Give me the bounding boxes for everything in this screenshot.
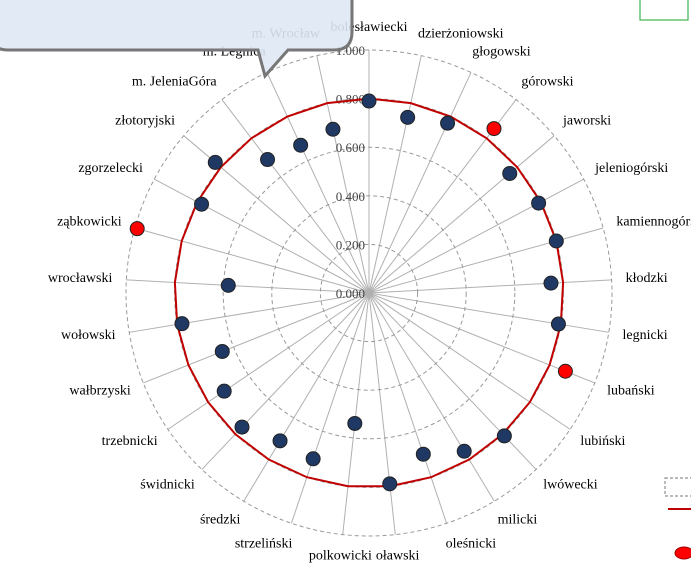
data-point: [325, 121, 341, 137]
data-point: [543, 275, 559, 291]
data-point: [207, 154, 223, 170]
category-label: wałbrzyski: [69, 383, 131, 398]
data-point: [496, 428, 512, 444]
grid-ring: [271, 195, 467, 391]
spoke: [316, 55, 370, 294]
spoke: [368, 55, 422, 294]
spoke: [154, 178, 370, 294]
spoke: [201, 292, 370, 470]
category-label: świdnicki: [140, 478, 195, 493]
category-label: m. JeleniaGóra: [132, 74, 218, 89]
y-tick-label: 0.400: [336, 189, 365, 204]
data-point: [456, 443, 472, 459]
grid-ring: [222, 146, 516, 440]
data-point: [548, 233, 564, 249]
grid-ring: [125, 49, 613, 537]
spoke: [368, 292, 595, 384]
data-point: [347, 415, 363, 431]
data-point: [214, 343, 230, 359]
spoke: [368, 279, 612, 294]
data-point: [400, 109, 416, 125]
category-label: lwówecki: [543, 478, 598, 493]
category-label: średzki: [200, 512, 241, 527]
data-point: [220, 277, 236, 293]
category-label: oławski: [376, 549, 420, 564]
spoke: [368, 292, 396, 535]
legend-swatch: [664, 477, 691, 497]
category-label: dzierżoniowski: [418, 26, 504, 41]
category-label: górowski: [521, 74, 573, 89]
legend-swatch: [674, 546, 691, 560]
category-label: wołowski: [61, 328, 116, 343]
data-point: [382, 476, 398, 492]
category-label: strzeliński: [235, 536, 293, 551]
spoke: [134, 227, 370, 294]
data-point: [415, 446, 431, 462]
spoke: [290, 292, 370, 524]
spoke: [126, 279, 370, 294]
y-tick-label: 0.000: [336, 286, 365, 301]
spoke: [342, 292, 370, 535]
spoke: [368, 292, 609, 333]
spoke: [368, 178, 584, 294]
spoke: [368, 292, 571, 430]
category-label: lubiński: [580, 434, 625, 449]
spoke: [143, 292, 370, 384]
spoke: [221, 99, 370, 294]
category-label: jaworski: [562, 114, 611, 129]
data-point: [260, 152, 276, 168]
data-point: [440, 115, 456, 131]
spoke: [368, 72, 472, 294]
legend-box: [639, 0, 689, 21]
data-point: [531, 195, 547, 211]
spoke: [368, 292, 448, 524]
category-label: lubański: [607, 383, 655, 398]
data-point: [293, 137, 309, 153]
data-point: [361, 93, 377, 109]
y-tick-label: 0.800: [336, 92, 365, 107]
category-label: legnicki: [623, 328, 668, 343]
data-point: [174, 316, 190, 332]
category-label: ząbkowicki: [57, 214, 122, 229]
spoke: [368, 292, 537, 470]
data-point: [305, 451, 321, 467]
data-point: [550, 316, 566, 332]
data-point: [502, 165, 518, 181]
data-point: [486, 121, 502, 137]
spoke: [167, 292, 370, 430]
data-point: [272, 433, 288, 449]
spoke: [368, 227, 604, 294]
category-label: oleśnicki: [446, 536, 497, 551]
category-label: kamiennogórski: [616, 214, 691, 229]
y-tick-label: 0.600: [336, 140, 365, 155]
grid-ring: [319, 243, 419, 343]
data-point: [216, 383, 232, 399]
y-tick-label: 0.200: [336, 237, 365, 252]
spoke: [243, 292, 370, 502]
callout: [0, 0, 354, 80]
category-label: głogowski: [472, 45, 530, 60]
category-label: zgorzelecki: [78, 161, 143, 176]
category-label: wrocławski: [48, 271, 113, 286]
category-label: złotoryjski: [115, 114, 175, 129]
spoke: [368, 292, 495, 502]
spoke: [266, 72, 370, 294]
data-point: [129, 221, 145, 237]
category-label: milicki: [498, 512, 538, 527]
data-point: [234, 419, 250, 435]
marks-layer: [129, 93, 573, 492]
grid-layer: bolesławiecki dzierżoniowskigłogowskigóro…: [48, 20, 691, 563]
data-point: [194, 196, 210, 212]
category-label: trzebnicki: [102, 434, 158, 449]
category-label: jeleniogórski: [594, 161, 668, 176]
data-point: [557, 363, 573, 379]
spoke: [129, 292, 370, 333]
spoke: [368, 135, 555, 294]
category-label: kłodzki: [626, 271, 668, 286]
category-label: polkowicki: [309, 549, 372, 564]
